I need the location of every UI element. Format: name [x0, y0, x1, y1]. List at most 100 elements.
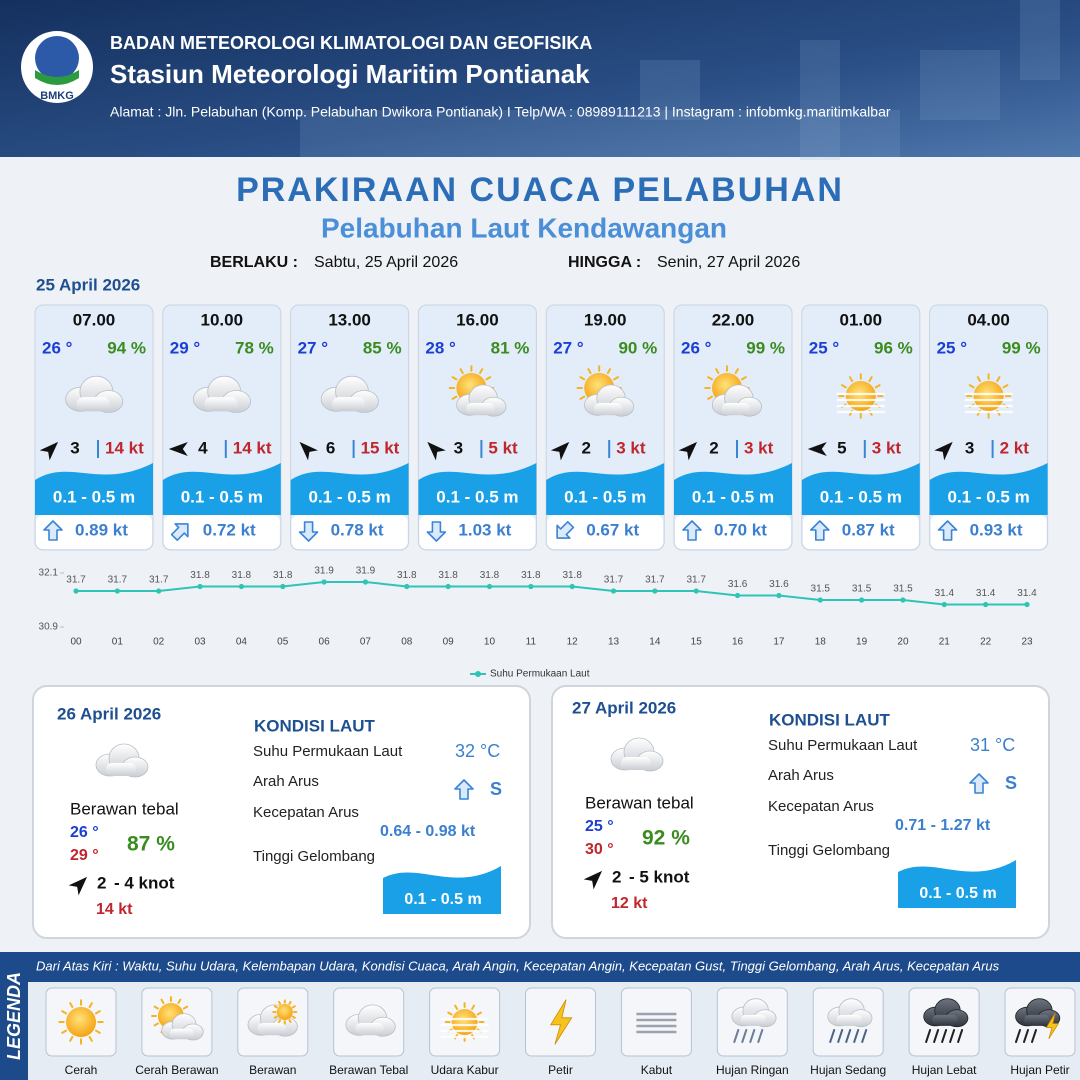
day1-date: 25 April 2026 — [36, 275, 140, 294]
legend-item — [333, 987, 405, 1057]
gust-speed: 3 kt — [744, 438, 774, 457]
rain-drop — [933, 1029, 940, 1043]
card-footer — [419, 515, 536, 549]
sun-ray — [454, 1004, 459, 1011]
x-tick-label: 13 — [608, 637, 620, 648]
wind-direction-arrow — [678, 441, 698, 461]
current-direction-arrow — [170, 523, 189, 541]
time: 13.00 — [328, 310, 371, 329]
x-tick-label: 01 — [112, 637, 124, 648]
value-label: 31.7 — [66, 575, 86, 586]
sst-point — [776, 592, 782, 599]
forecast-card — [673, 304, 793, 551]
sst-line — [76, 581, 1027, 606]
legend-item — [716, 987, 788, 1057]
x-tick-label: 09 — [443, 637, 455, 648]
logo-inner — [35, 36, 79, 80]
wave-shape — [546, 463, 665, 515]
sun-ray — [69, 1002, 74, 1009]
time: 19.00 — [584, 310, 627, 329]
value-label: 31.5 — [893, 584, 913, 595]
sun-ray — [451, 376, 458, 381]
logo-green — [35, 70, 79, 85]
cloud — [345, 1004, 396, 1037]
x-tick-label: 17 — [773, 637, 785, 648]
cloud — [95, 743, 149, 778]
sun-ray — [160, 998, 165, 1005]
cloud-part — [169, 1028, 194, 1040]
humidity: 99 % — [746, 338, 785, 357]
sun-ray — [968, 384, 975, 389]
value-label: 31.6 — [769, 579, 789, 590]
sun-ray — [840, 384, 847, 389]
lightning — [549, 999, 573, 1045]
sst-point — [817, 597, 823, 603]
humidity: 90 % — [618, 338, 657, 357]
current-direction-arrow — [556, 521, 575, 539]
x-tick-label: 08 — [401, 637, 413, 648]
rain-drop — [949, 1029, 956, 1043]
x-tick-label: 03 — [194, 637, 206, 648]
legend-item-label: Udara Kabur — [431, 1063, 499, 1077]
gust-speed: 14 kt — [233, 438, 272, 457]
wave-shape — [35, 463, 153, 515]
wave-height: 0.1 - 0.5 m — [404, 891, 481, 908]
condition: Berawan tebal — [585, 793, 694, 812]
current-speed: 0.70 kt — [714, 520, 767, 539]
x-tick-label: 23 — [1021, 637, 1033, 648]
current-speed: 0.78 kt — [331, 520, 384, 539]
sun-ray — [288, 1018, 292, 1024]
cloud — [456, 384, 507, 417]
wave-height: 0.1 - 0.5 m — [436, 487, 518, 506]
cloud-part — [332, 397, 366, 412]
x-tick-label: 19 — [856, 637, 868, 648]
legend-label: Suhu Permukaan Laut — [490, 669, 590, 680]
sun-ray — [476, 1011, 482, 1016]
x-tick-label: 07 — [360, 637, 372, 648]
rain-drop — [925, 1029, 932, 1043]
sun-ray — [1002, 384, 1009, 389]
legend-side-strip — [0, 952, 28, 1080]
current-dir: S — [490, 779, 502, 799]
humidity: 94 % — [107, 338, 146, 357]
sst-point — [114, 588, 120, 594]
x-tick-label: 12 — [567, 637, 579, 648]
title: PRAKIRAAN CUACA PELABUHAN — [236, 171, 844, 209]
legend-item-label: Cerah — [65, 1063, 98, 1077]
current-speed: 0.89 kt — [75, 520, 128, 539]
cloud-part — [593, 402, 623, 416]
header-decoration — [640, 60, 700, 120]
wave-height: 0.1 - 0.5 m — [181, 487, 263, 506]
legend-item — [908, 987, 980, 1057]
x-tick-label: 14 — [649, 637, 661, 648]
x-tick-label: 02 — [153, 637, 165, 648]
time: 07.00 — [73, 310, 116, 329]
org-name: BADAN METEOROLOGI KLIMATOLOGI DAN GEOFIS… — [110, 33, 592, 53]
gust-speed: 12 kt — [611, 895, 648, 912]
humidity: 85 % — [363, 338, 402, 357]
value-label: 31.5 — [811, 584, 831, 595]
sea-title: KONDISI LAUT — [254, 716, 376, 735]
sun-ray — [273, 1005, 278, 1009]
value-label: 31.8 — [521, 570, 541, 581]
separator — [97, 440, 99, 458]
card-footer — [675, 515, 791, 549]
rain-drop — [1015, 1029, 1021, 1043]
rain-drop — [957, 1029, 964, 1043]
rain-drop — [733, 1029, 740, 1043]
current-speed: 0.93 kt — [970, 520, 1023, 539]
wind-speed: 3 — [965, 438, 974, 457]
value-label: 31.6 — [728, 579, 748, 590]
legend-item-label: Berawan Tebal — [329, 1063, 408, 1077]
sst-point — [404, 583, 410, 590]
temp-max: 30 ° — [585, 841, 614, 858]
sun — [276, 1004, 293, 1020]
sst-value: 31 °C — [970, 735, 1015, 755]
cloud — [1015, 998, 1061, 1028]
sun-ray — [734, 368, 739, 375]
value-label: 31.8 — [397, 570, 417, 581]
current-dir: S — [1005, 773, 1017, 793]
panel-date: 27 April 2026 — [572, 698, 676, 717]
cloud-part — [836, 1014, 862, 1026]
